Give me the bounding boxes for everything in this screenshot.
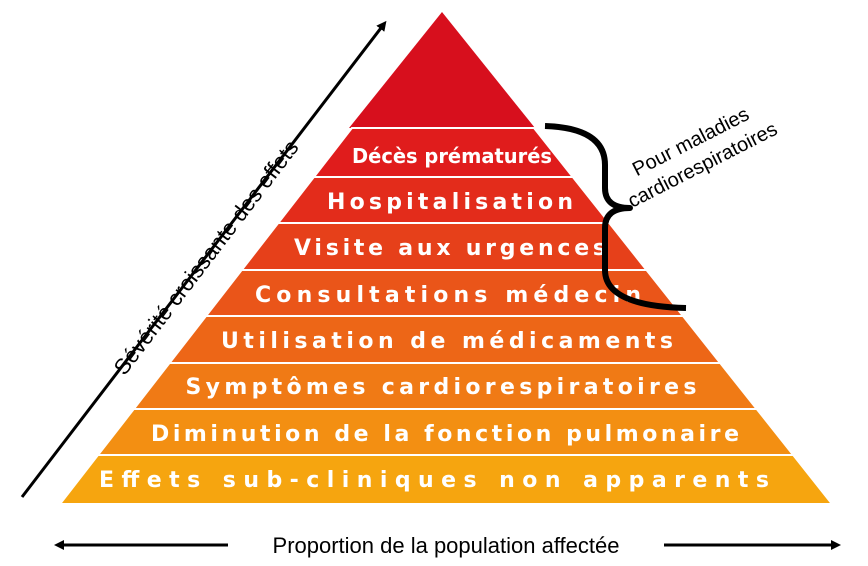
pyramid-level-8 xyxy=(57,454,835,505)
bracket-label: Pour maladies cardiorespiratoires xyxy=(624,103,781,212)
level-label-deces: Décès prématurés xyxy=(352,144,552,168)
curly-bracket xyxy=(544,123,687,311)
pyramid-levels xyxy=(57,127,835,505)
population-axis-label: Proportion de la population affectée xyxy=(273,533,620,558)
pyramid-apex xyxy=(349,12,535,128)
level-label-consultations: Consultations médecin xyxy=(255,283,641,308)
severity-arrow xyxy=(20,20,387,498)
level-label-symptomes: Symptômes cardiorespiratoires xyxy=(186,375,697,400)
